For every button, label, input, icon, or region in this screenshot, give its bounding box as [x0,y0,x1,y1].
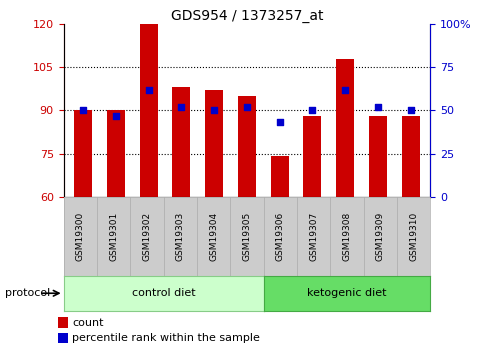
Text: GSM19303: GSM19303 [175,212,184,261]
Point [243,104,250,110]
Bar [238,96,255,197]
Text: control diet: control diet [131,288,195,298]
Text: count: count [72,318,104,328]
Bar [107,110,125,197]
Text: GSM19301: GSM19301 [109,212,118,261]
Bar [205,90,223,197]
Text: GSM19304: GSM19304 [209,212,218,261]
Text: ketogenic diet: ketogenic diet [306,288,386,298]
Text: GSM19300: GSM19300 [76,212,84,261]
Text: protocol: protocol [5,288,50,298]
Title: GDS954 / 1373257_at: GDS954 / 1373257_at [170,9,323,23]
Bar [303,116,321,197]
Point [373,104,381,110]
Point [308,108,316,113]
Bar [74,110,92,197]
Bar [335,59,353,197]
Bar [401,116,419,197]
Bar [58,317,68,328]
Text: GSM19308: GSM19308 [342,212,351,261]
Point [112,113,120,118]
Bar [58,333,68,344]
Bar [172,87,190,197]
Text: GSM19305: GSM19305 [242,212,251,261]
Text: GSM19307: GSM19307 [308,212,318,261]
Text: GSM19309: GSM19309 [375,212,384,261]
Bar [140,24,158,197]
Text: GSM19302: GSM19302 [142,212,151,261]
Point [275,120,283,125]
Text: percentile rank within the sample: percentile rank within the sample [72,333,260,343]
Point [406,108,414,113]
Point [177,104,185,110]
Point [341,87,348,92]
Point [210,108,218,113]
Bar [368,116,386,197]
Text: GSM19310: GSM19310 [408,212,417,261]
Point [144,87,152,92]
Point [79,108,87,113]
Text: GSM19306: GSM19306 [275,212,284,261]
Bar [270,156,288,197]
